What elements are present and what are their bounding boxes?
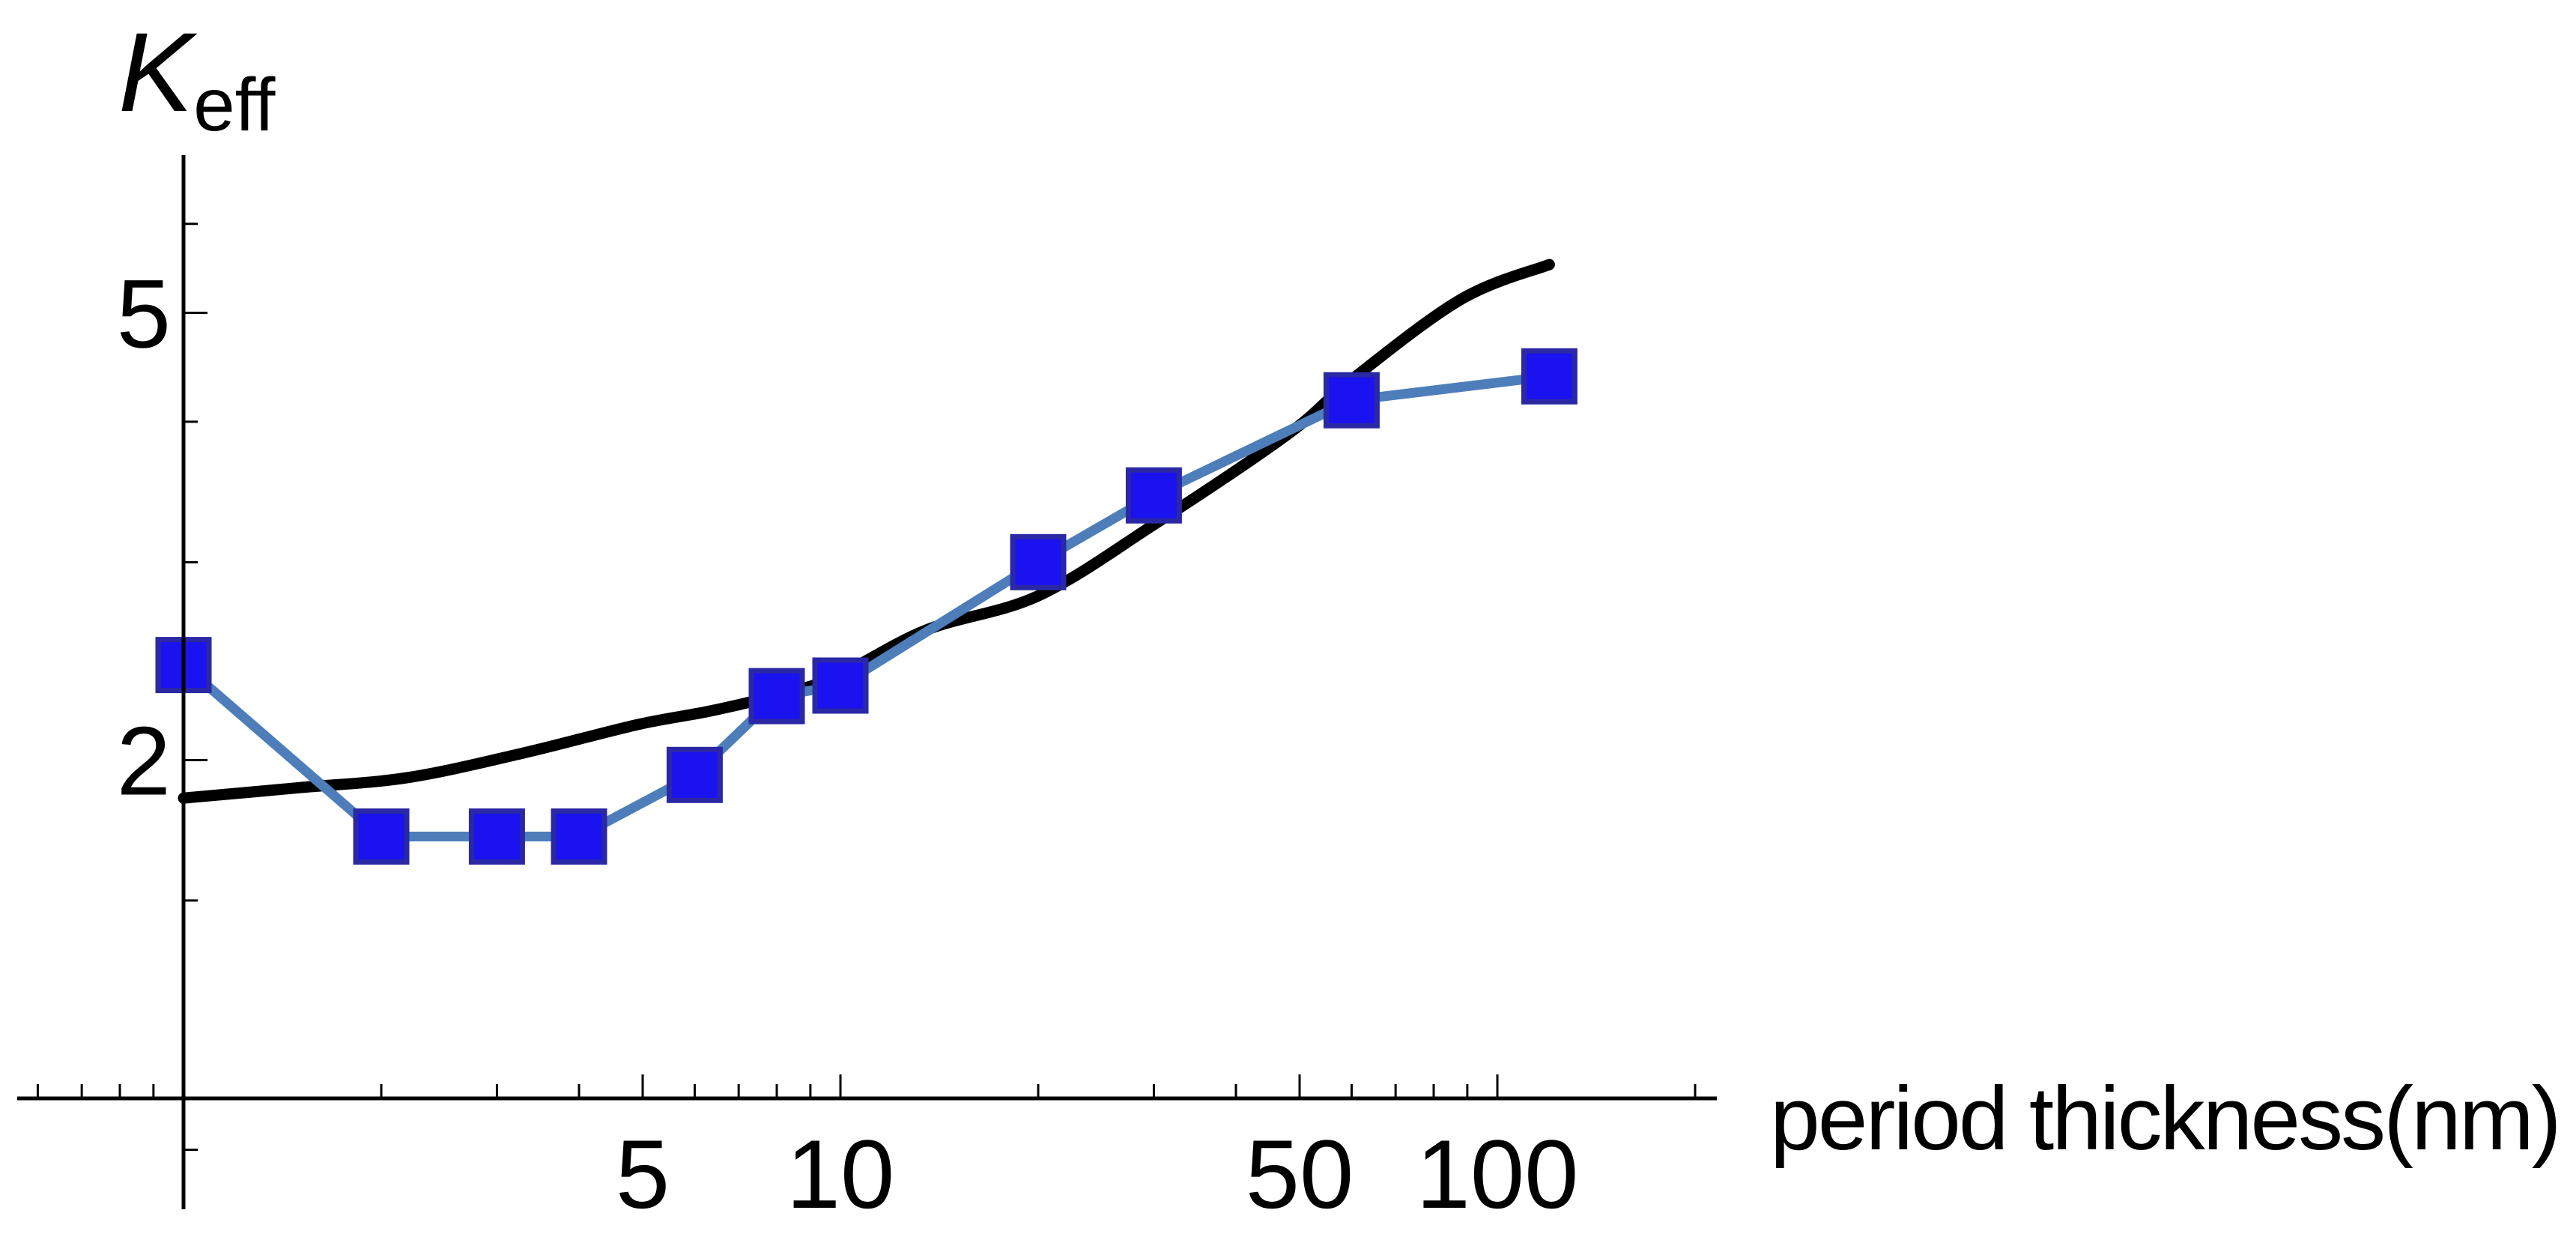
data-point-marker [1323, 372, 1380, 429]
x-tick-label: 10 [787, 1119, 895, 1229]
fit-curve-layer [178, 258, 1555, 804]
x-tick-label: 50 [1246, 1119, 1354, 1229]
data-point-marker [353, 808, 410, 865]
x-tick-label: 5 [616, 1119, 670, 1229]
y-tick-label: 2 [117, 706, 171, 815]
data-point-marker [551, 808, 607, 865]
tick-labels-layer: 5 10 50 100 2 5 [117, 259, 1579, 1229]
data-point-marker [812, 657, 869, 714]
data-point-marker [1521, 348, 1578, 405]
y-axis-title-subscript: eff [193, 63, 276, 147]
x-tick-label: 100 [1416, 1119, 1579, 1229]
ticks-layer [36, 223, 1697, 1152]
data-line-layer [180, 371, 1551, 841]
data-point-marker [748, 668, 805, 725]
data-markers-layer [155, 348, 1578, 865]
data-point-marker [1010, 533, 1067, 590]
data-point-marker [666, 746, 723, 803]
measured-data-line [180, 371, 1551, 841]
data-point-marker [468, 808, 525, 865]
data-point-marker [1125, 467, 1182, 524]
fit-curve [178, 258, 1555, 804]
y-tick-label: 5 [117, 259, 171, 369]
y-axis-title: Keff [118, 9, 276, 147]
x-axis-title: period thickness(nm) [1770, 1068, 2560, 1169]
y-axis-title-main: K [118, 9, 198, 135]
